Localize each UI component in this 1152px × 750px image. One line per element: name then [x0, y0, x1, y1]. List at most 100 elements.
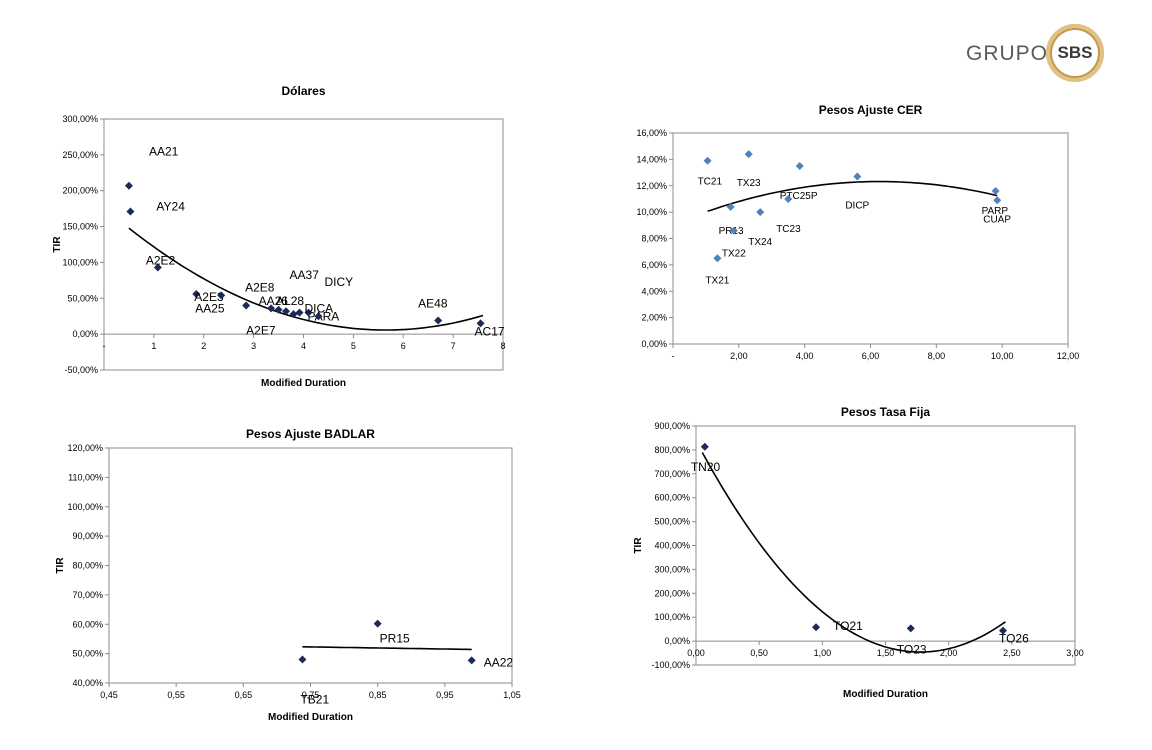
trend-line: [302, 646, 472, 651]
data-point: [467, 656, 476, 665]
x-tick-label: -: [103, 341, 106, 351]
data-point: [853, 172, 862, 181]
data-point: [993, 196, 1002, 205]
y-tick-label: 80,00%: [72, 561, 103, 571]
data-point: [991, 187, 1000, 196]
point-label: AA21: [149, 145, 179, 159]
x-tick-label: 0,75: [302, 690, 320, 700]
y-tick-label: 6,00%: [641, 260, 667, 270]
point-label: TN20: [691, 460, 721, 474]
x-tick-label: 8: [500, 341, 505, 351]
point-label: A2E3: [194, 290, 224, 304]
logo-text: GRUPO: [966, 42, 1049, 65]
y-tick-label: 120,00%: [67, 443, 103, 453]
y-tick-label: 0,00%: [664, 636, 690, 646]
y-tick-label: 0,00%: [72, 329, 98, 339]
plot-area: [108, 447, 513, 684]
x-tick-label: 5: [351, 341, 356, 351]
x-tick-label: 1,05: [503, 690, 521, 700]
data-point: [812, 623, 821, 632]
point-label: A2E8: [245, 280, 275, 294]
point-label: PR15: [380, 632, 410, 646]
data-point: [289, 310, 298, 319]
x-tick-label: 6: [401, 341, 406, 351]
logo: GRUPO SBS: [962, 18, 1112, 88]
x-tick-label: 0,55: [167, 690, 185, 700]
y-axis-title: TIR: [52, 236, 63, 253]
data-point: [906, 624, 915, 633]
x-tick-label: 0,45: [100, 690, 118, 700]
data-point: [267, 304, 276, 313]
y-tick-label: 90,00%: [72, 531, 103, 541]
y-tick-label: -50,00%: [64, 365, 98, 375]
point-label: TC21: [698, 177, 723, 188]
data-point: [298, 655, 307, 664]
data-point: [295, 308, 304, 317]
point-label: TB21: [300, 693, 329, 707]
data-point: [756, 208, 765, 217]
trend-line: [707, 180, 998, 213]
y-tick-label: 100,00%: [654, 612, 690, 622]
data-point: [729, 226, 738, 235]
y-tick-label: -100,00%: [651, 660, 690, 670]
y-tick-label: 200,00%: [62, 186, 98, 196]
plot-area: [103, 118, 504, 371]
data-point: [282, 307, 291, 316]
y-tick-label: 0,00%: [641, 339, 667, 349]
y-tick-label: 60,00%: [72, 619, 103, 629]
point-label: AL28: [276, 294, 304, 308]
x-tick-label: 2,00: [940, 648, 958, 658]
data-point: [795, 161, 804, 170]
y-tick-label: 500,00%: [654, 517, 690, 527]
point-label: PARA: [308, 310, 340, 324]
data-point: [304, 308, 313, 317]
x-tick-label: 4,00: [796, 351, 814, 361]
y-tick-label: 600,00%: [654, 493, 690, 503]
point-label: DICA: [304, 302, 333, 316]
y-tick-label: 110,00%: [68, 472, 103, 482]
x-tick-label: 3: [251, 341, 256, 351]
y-tick-label: 700,00%: [654, 469, 690, 479]
point-label: AA25: [195, 301, 225, 315]
data-point: [700, 442, 709, 451]
point-label: DICY: [324, 275, 353, 289]
y-tick-label: 16,00%: [636, 128, 667, 138]
x-tick-label: 1,50: [877, 648, 895, 658]
x-tick-label: 1,00: [814, 648, 832, 658]
point-label: AE48: [418, 297, 448, 311]
x-tick-label: 2: [201, 341, 206, 351]
x-tick-label: 8,00: [928, 351, 946, 361]
plot-area: [695, 425, 1076, 666]
point-label: DICP: [845, 201, 869, 212]
point-label: TX21: [705, 275, 729, 286]
x-tick-label: 3,00: [1066, 648, 1084, 658]
point-label: TC23: [776, 224, 801, 235]
point-label: A2E2: [146, 253, 176, 267]
y-tick-label: 900,00%: [654, 421, 690, 431]
x-axis-title: Modified Duration: [261, 378, 346, 389]
x-tick-label: 10,00: [991, 351, 1014, 361]
x-tick-label: 2,50: [1003, 648, 1021, 658]
y-tick-label: 8,00%: [641, 234, 667, 244]
point-label: PARP: [982, 206, 1009, 217]
chart-title: Pesos Tasa Fija: [841, 405, 930, 419]
data-point: [703, 156, 712, 165]
x-tick-label: 0,50: [750, 648, 768, 658]
x-tick-label: 7: [451, 341, 456, 351]
data-point: [476, 319, 485, 328]
point-label: TX23: [737, 178, 761, 189]
y-axis-title: TIR: [55, 557, 66, 574]
point-label: PTC25P: [780, 191, 818, 202]
logo-badge: SBS: [1046, 24, 1104, 82]
point-label: AA37: [290, 268, 320, 282]
data-point: [314, 312, 323, 321]
point-label: TX22: [722, 249, 746, 260]
point-label: CUAP: [983, 214, 1011, 225]
x-tick-label: 0,65: [235, 690, 253, 700]
data-point: [434, 316, 443, 325]
x-axis-title: Modified Duration: [268, 712, 353, 723]
